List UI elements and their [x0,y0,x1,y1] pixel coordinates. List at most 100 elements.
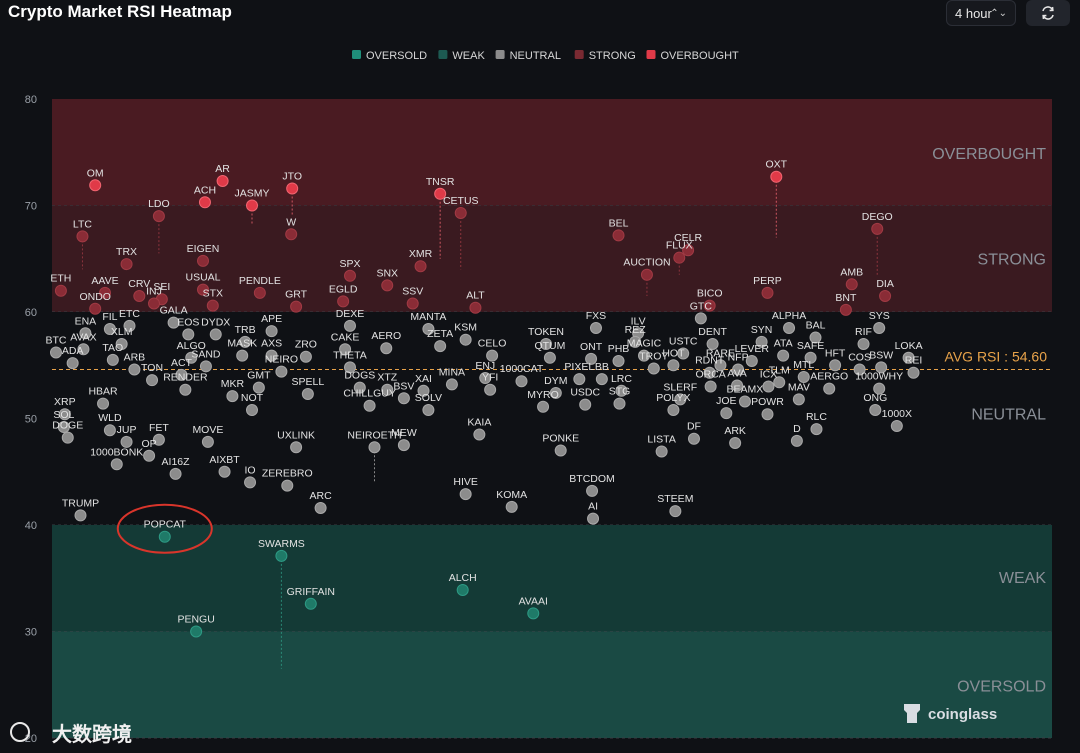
rsi-point-label: DOGS [344,370,375,382]
rsi-point [869,403,882,416]
rsi-point-label: SEI [153,281,170,293]
rsi-point [252,381,265,394]
rsi-point-label: CAKE [331,331,360,343]
rsi-point-label: GALA [160,305,188,317]
rsi-point [206,299,219,312]
zone-neutral [52,312,1052,525]
rsi-point-label: DIA [876,278,894,290]
rsi-point-label: BSV [393,380,414,392]
rsi-point [783,321,796,334]
rsi-point [579,398,592,411]
legend-swatch-overbought [646,50,656,59]
coinglass-logo-icon [904,704,920,723]
chevron-up-down-icon: ⌃⌄ [990,8,1007,19]
rsi-point-label: LDO [148,198,170,210]
rsi-point [115,337,128,350]
legend-swatch-strong [574,50,584,59]
rsi-point [281,479,294,492]
rsi-point-label: AAVE [91,275,118,287]
rsi-point [304,597,317,610]
rsi-point [97,397,110,410]
rsi-point-label: ONT [580,341,603,353]
zone-overbought [52,99,1052,206]
rsi-point [54,284,67,297]
rsi-point [110,458,123,471]
dashujing-logo-icon [10,722,30,742]
rsi-point-label: MYRO [527,389,559,401]
rsi-point-label: 1000X [882,408,912,420]
rsi-point [804,351,817,364]
rsi-point [459,488,472,501]
rsi-point [445,378,458,391]
timeframe-select[interactable]: 4 hour ⌃⌄ [946,0,1016,26]
rsi-point [589,321,602,334]
rsi-point-label: AVAX [70,331,96,343]
rsi-point-label: XTZ [377,372,397,384]
rsi-point-label: MEW [391,427,417,439]
rsi-point [527,607,540,620]
rsi-point [790,434,803,447]
rsi-point-label: SNX [376,267,398,279]
rsi-point [761,408,774,421]
rsi-point-label: RLC [806,411,827,423]
rsi-point [190,625,203,638]
rsi-point [792,393,805,406]
rsi-point-label: HIVE [453,476,478,488]
rsi-point-label: SYN [751,324,773,336]
rsi-point-label: CELO [478,338,507,350]
rsi-point [755,335,768,348]
rsi-point [829,359,842,372]
rsi-point [706,337,719,350]
rsi-point [434,187,447,200]
rsi-point-label: AR [215,163,230,175]
rsi-point-label: SAFE [797,340,824,352]
rsi-point [890,419,903,432]
rsi-point [417,384,430,397]
legend-label-overbought: OVERBOUGHT [661,50,740,62]
legend-label-neutral: NEUTRAL [510,50,561,62]
rsi-point-label: LRC [611,373,632,385]
rsi-point-label: BEAMX [727,383,764,395]
rsi-point [902,351,915,364]
rsi-point-label: GMT [247,370,271,382]
zone-label-oversold: OVERSOLD [957,679,1046,696]
rsi-point-label: BSW [869,349,893,361]
rsi-point [58,408,71,421]
rsi-point [120,258,133,271]
rsi-point-label: FIL [102,311,117,323]
rsi-point-label: TON [141,362,163,374]
rsi-point-label: AXS [261,338,282,350]
rsi-point-label: DYM [544,375,567,387]
rsi-point [244,476,257,489]
rsi-point-label: PENGU [177,614,214,626]
rsi-point-label: GTC [690,300,713,312]
y-tick-label: 80 [25,94,37,106]
refresh-button[interactable] [1026,0,1070,26]
rsi-point [290,441,303,454]
rsi-point-label: MAGIC [627,338,662,350]
rsi-point [667,403,680,416]
zone-weak [52,525,1052,632]
rsi-point-label: BB [595,361,609,373]
rsi-point [853,363,866,376]
rsi-point [169,467,182,480]
rsi-point [809,331,822,344]
rsi-point-label: 1000CAT [500,363,544,375]
rsi-point [397,439,410,452]
rsi-point [99,286,111,299]
rsi-point [77,343,90,356]
rsi-point [615,384,628,397]
rsi-point-label: XLM [111,326,133,338]
rsi-point-label: DYDX [201,316,230,328]
zone-label-neutral: NEUTRAL [971,407,1046,424]
rsi-point [179,383,192,396]
rsi-point-label: STEEM [657,493,693,505]
rsi-point [422,403,435,416]
rsi-point [586,484,599,497]
rsi-point [667,359,680,372]
rsi-point [198,196,211,209]
rsi-point [673,251,686,264]
rsi-point [197,254,209,267]
legend-label-weak: WEAK [452,50,485,62]
